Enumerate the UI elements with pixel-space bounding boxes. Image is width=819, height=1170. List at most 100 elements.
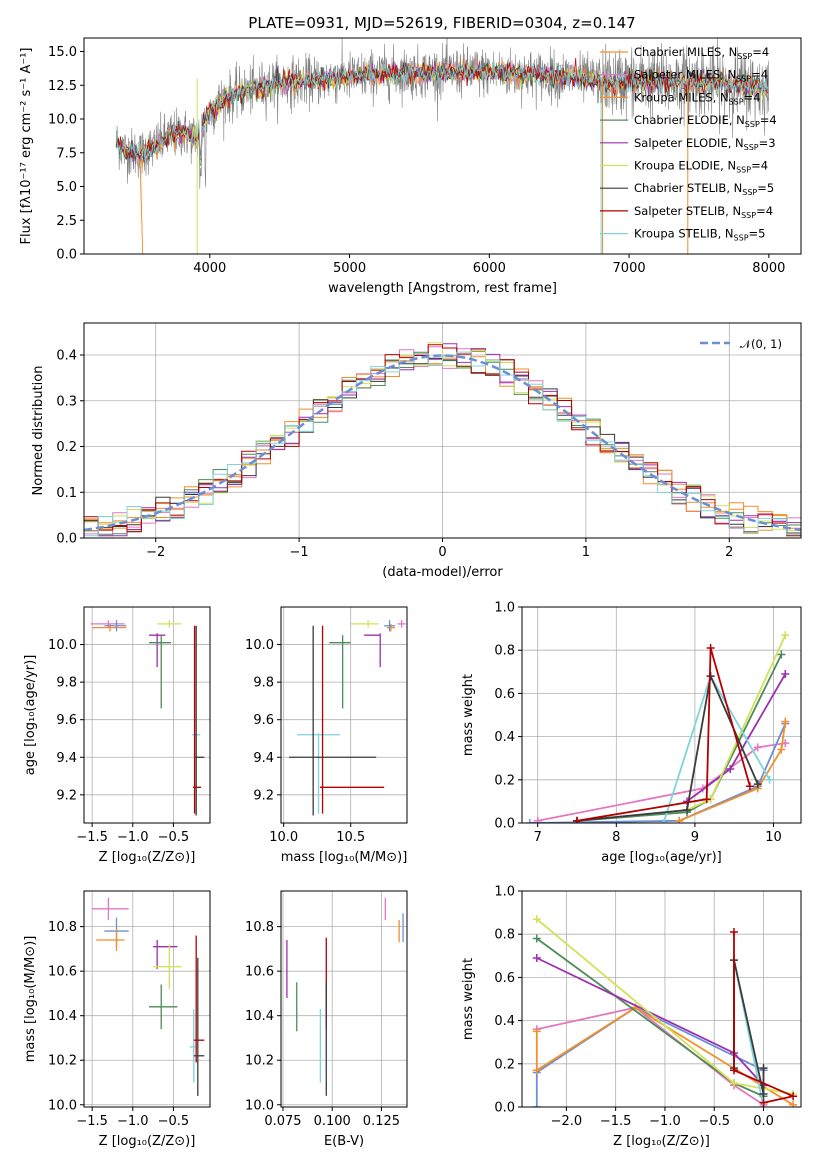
y-axis-label: age [log₁₀(age/yr)] — [23, 655, 38, 776]
mass-weight-marker — [706, 644, 715, 653]
y-axis-label: mass weight — [461, 958, 476, 1040]
mass_vs_EBV-plot-area — [286, 897, 404, 1096]
residual-histogram-step — [84, 351, 801, 537]
y-tick-label: 0.0 — [494, 817, 515, 832]
y-tick-label: 10.0 — [48, 1098, 77, 1113]
errorbar-point — [397, 620, 406, 628]
legend-entry: Salpeter ELODIE, NSSP=3 — [634, 136, 776, 152]
x-tick-label: 10.0 — [269, 830, 298, 845]
legend-name: Salpeter MILES, N — [634, 68, 736, 82]
mass-weight-line — [733, 932, 796, 1104]
mass-weight-marker — [729, 1066, 738, 1075]
x-tick-label: 1 — [582, 545, 590, 560]
axes-frame — [83, 322, 802, 539]
mass-weight-marker — [745, 782, 754, 791]
massweight_vs_age-plot-area — [525, 631, 790, 823]
x-tick-label: 9 — [691, 830, 699, 845]
mass-weight-line — [576, 654, 783, 822]
mass-weight-marker — [781, 669, 790, 678]
errorbar-point — [297, 732, 340, 814]
errorbar-point — [319, 625, 385, 814]
x-tick-label: −2.0 — [551, 1114, 583, 1129]
errorbar-point — [149, 635, 171, 709]
legend-name: Chabrier MILES, N — [634, 45, 737, 59]
legend-suffix: =4 — [744, 90, 761, 104]
errorbar-point — [96, 928, 125, 952]
x-tick-label: 5000 — [333, 261, 366, 276]
y-axis-label: mass [log₁₀(M/M⊙)] — [23, 936, 38, 1063]
legend-entry: Chabrier MILES, NSSP=4 — [634, 45, 769, 61]
mass-weight-line — [678, 721, 787, 822]
y-tick-label: 0.2 — [56, 440, 77, 455]
errorbar-point — [153, 939, 178, 969]
mass_vs_Z-plot-area — [92, 897, 205, 1096]
age_vs_Z-axes: −1.5 −1.0 −0.5 9.2 9.4 9.6 9.8 10.0 Z [log₁₀(Z/Z… — [23, 606, 211, 865]
y-tick-label: 9.8 — [56, 676, 77, 691]
legend-subscript: SSP — [734, 234, 749, 243]
mass-weight-marker — [532, 934, 541, 943]
y-tick-label: 9.2 — [253, 788, 274, 803]
legend-name: Kroupa MILES, N — [634, 90, 729, 104]
mass-weight-marker — [532, 1027, 541, 1036]
y-tick-label: 10.0 — [245, 638, 274, 653]
plot-layer: 4000 5000 6000 7000 80000.02.55.07.510.012.5… — [19, 37, 802, 1149]
legend-entry: Salpeter STELIB, NSSP=4 — [634, 204, 773, 220]
errorbar-point — [149, 984, 178, 1030]
mass-weight-marker — [533, 816, 542, 823]
mass-weight-marker — [532, 1066, 541, 1075]
legend-suffix: =4 — [760, 113, 777, 127]
errorbar-point — [193, 935, 205, 1063]
y-tick-label: 1.0 — [494, 601, 515, 616]
massweight_vs_Z-plot-area — [532, 915, 798, 1107]
errorbar-point — [194, 625, 205, 816]
y-tick-label: 0.4 — [494, 730, 515, 745]
mass-weight-marker — [726, 765, 735, 773]
y-tick-label: 2.5 — [56, 214, 77, 229]
axes-frame — [83, 37, 802, 255]
y-tick-label: 0.6 — [494, 687, 515, 702]
axes-frame — [280, 606, 408, 824]
y-tick-label: 10.0 — [48, 113, 77, 128]
errorbar-point — [92, 897, 129, 920]
mass-weight-marker — [659, 819, 668, 823]
x-axis-label: E(B-V) — [324, 1134, 364, 1149]
x-axis-label: Z [log₁₀(Z/Z⊙)] — [613, 1134, 710, 1149]
legend-subscript: SSP — [737, 52, 752, 61]
x-tick-label: −1.5 — [76, 830, 108, 845]
legend-suffix: =3 — [759, 136, 776, 150]
x-tick-label: 10 — [765, 830, 782, 845]
mass_vs_Z-axes: −1.5 −1.0 −0.5 10.0 10.2 10.4 10.6 10.8 Z [log₁₀… — [23, 890, 211, 1149]
y-tick-label: 9.2 — [56, 788, 77, 803]
mass-weight-marker — [789, 1092, 798, 1101]
errorbar-point — [384, 620, 395, 632]
y-axis-label: mass weight — [461, 674, 476, 756]
massweight_vs_age-axes: 7 8 9 10 0.0 0.2 0.4 0.6 0.8 1.0 age [log₁₀(age/yr… — [461, 601, 802, 865]
age_vs_mass-plot-area — [289, 620, 406, 816]
legend-subscript: SSP — [742, 188, 757, 197]
axes-frame — [83, 606, 211, 824]
legend-entry: Salpeter MILES, NSSP=4 — [634, 68, 768, 84]
x-axis-label: Z [log₁₀(Z/Z⊙)] — [99, 850, 196, 865]
legend-entry: Chabrier STELIB, NSSP=5 — [634, 181, 774, 197]
x-tick-label: −0.5 — [698, 1114, 730, 1129]
x-tick-label: −1.5 — [76, 1114, 108, 1129]
y-tick-label: 0.0 — [56, 248, 77, 263]
legend-entry: Kroupa STELIB, NSSP=5 — [634, 227, 765, 243]
y-tick-label: 0.1 — [56, 486, 77, 501]
mass-weight-marker — [532, 915, 541, 924]
mass-weight-marker — [759, 1098, 768, 1107]
legend-name: Chabrier ELODIE, N — [634, 113, 745, 127]
y-tick-label: 10.6 — [48, 965, 77, 980]
mass_vs_EBV-axes: 0.075 0.100 0.125 10.0 10.2 10.4 10.6 10.8 E(B-V… — [245, 890, 408, 1149]
x-tick-label: −1.0 — [117, 1114, 149, 1129]
mass-weight-marker — [753, 780, 762, 789]
x-axis-label: age [log₁₀(age/yr)] — [601, 850, 722, 865]
spectrum-axes: 4000 5000 6000 7000 8000 0.0 2.5 5.0 7.5 10.0 12.5… — [19, 37, 802, 296]
mass-weight-marker — [777, 650, 786, 659]
errorbar-point — [329, 635, 351, 709]
mass-weight-marker — [789, 1100, 798, 1107]
y-tick-label: 10.4 — [245, 1009, 274, 1024]
legend-subscript: SSP — [744, 143, 759, 152]
x-tick-label: 10.5 — [336, 830, 365, 845]
x-tick-label: −1.5 — [600, 1114, 632, 1129]
